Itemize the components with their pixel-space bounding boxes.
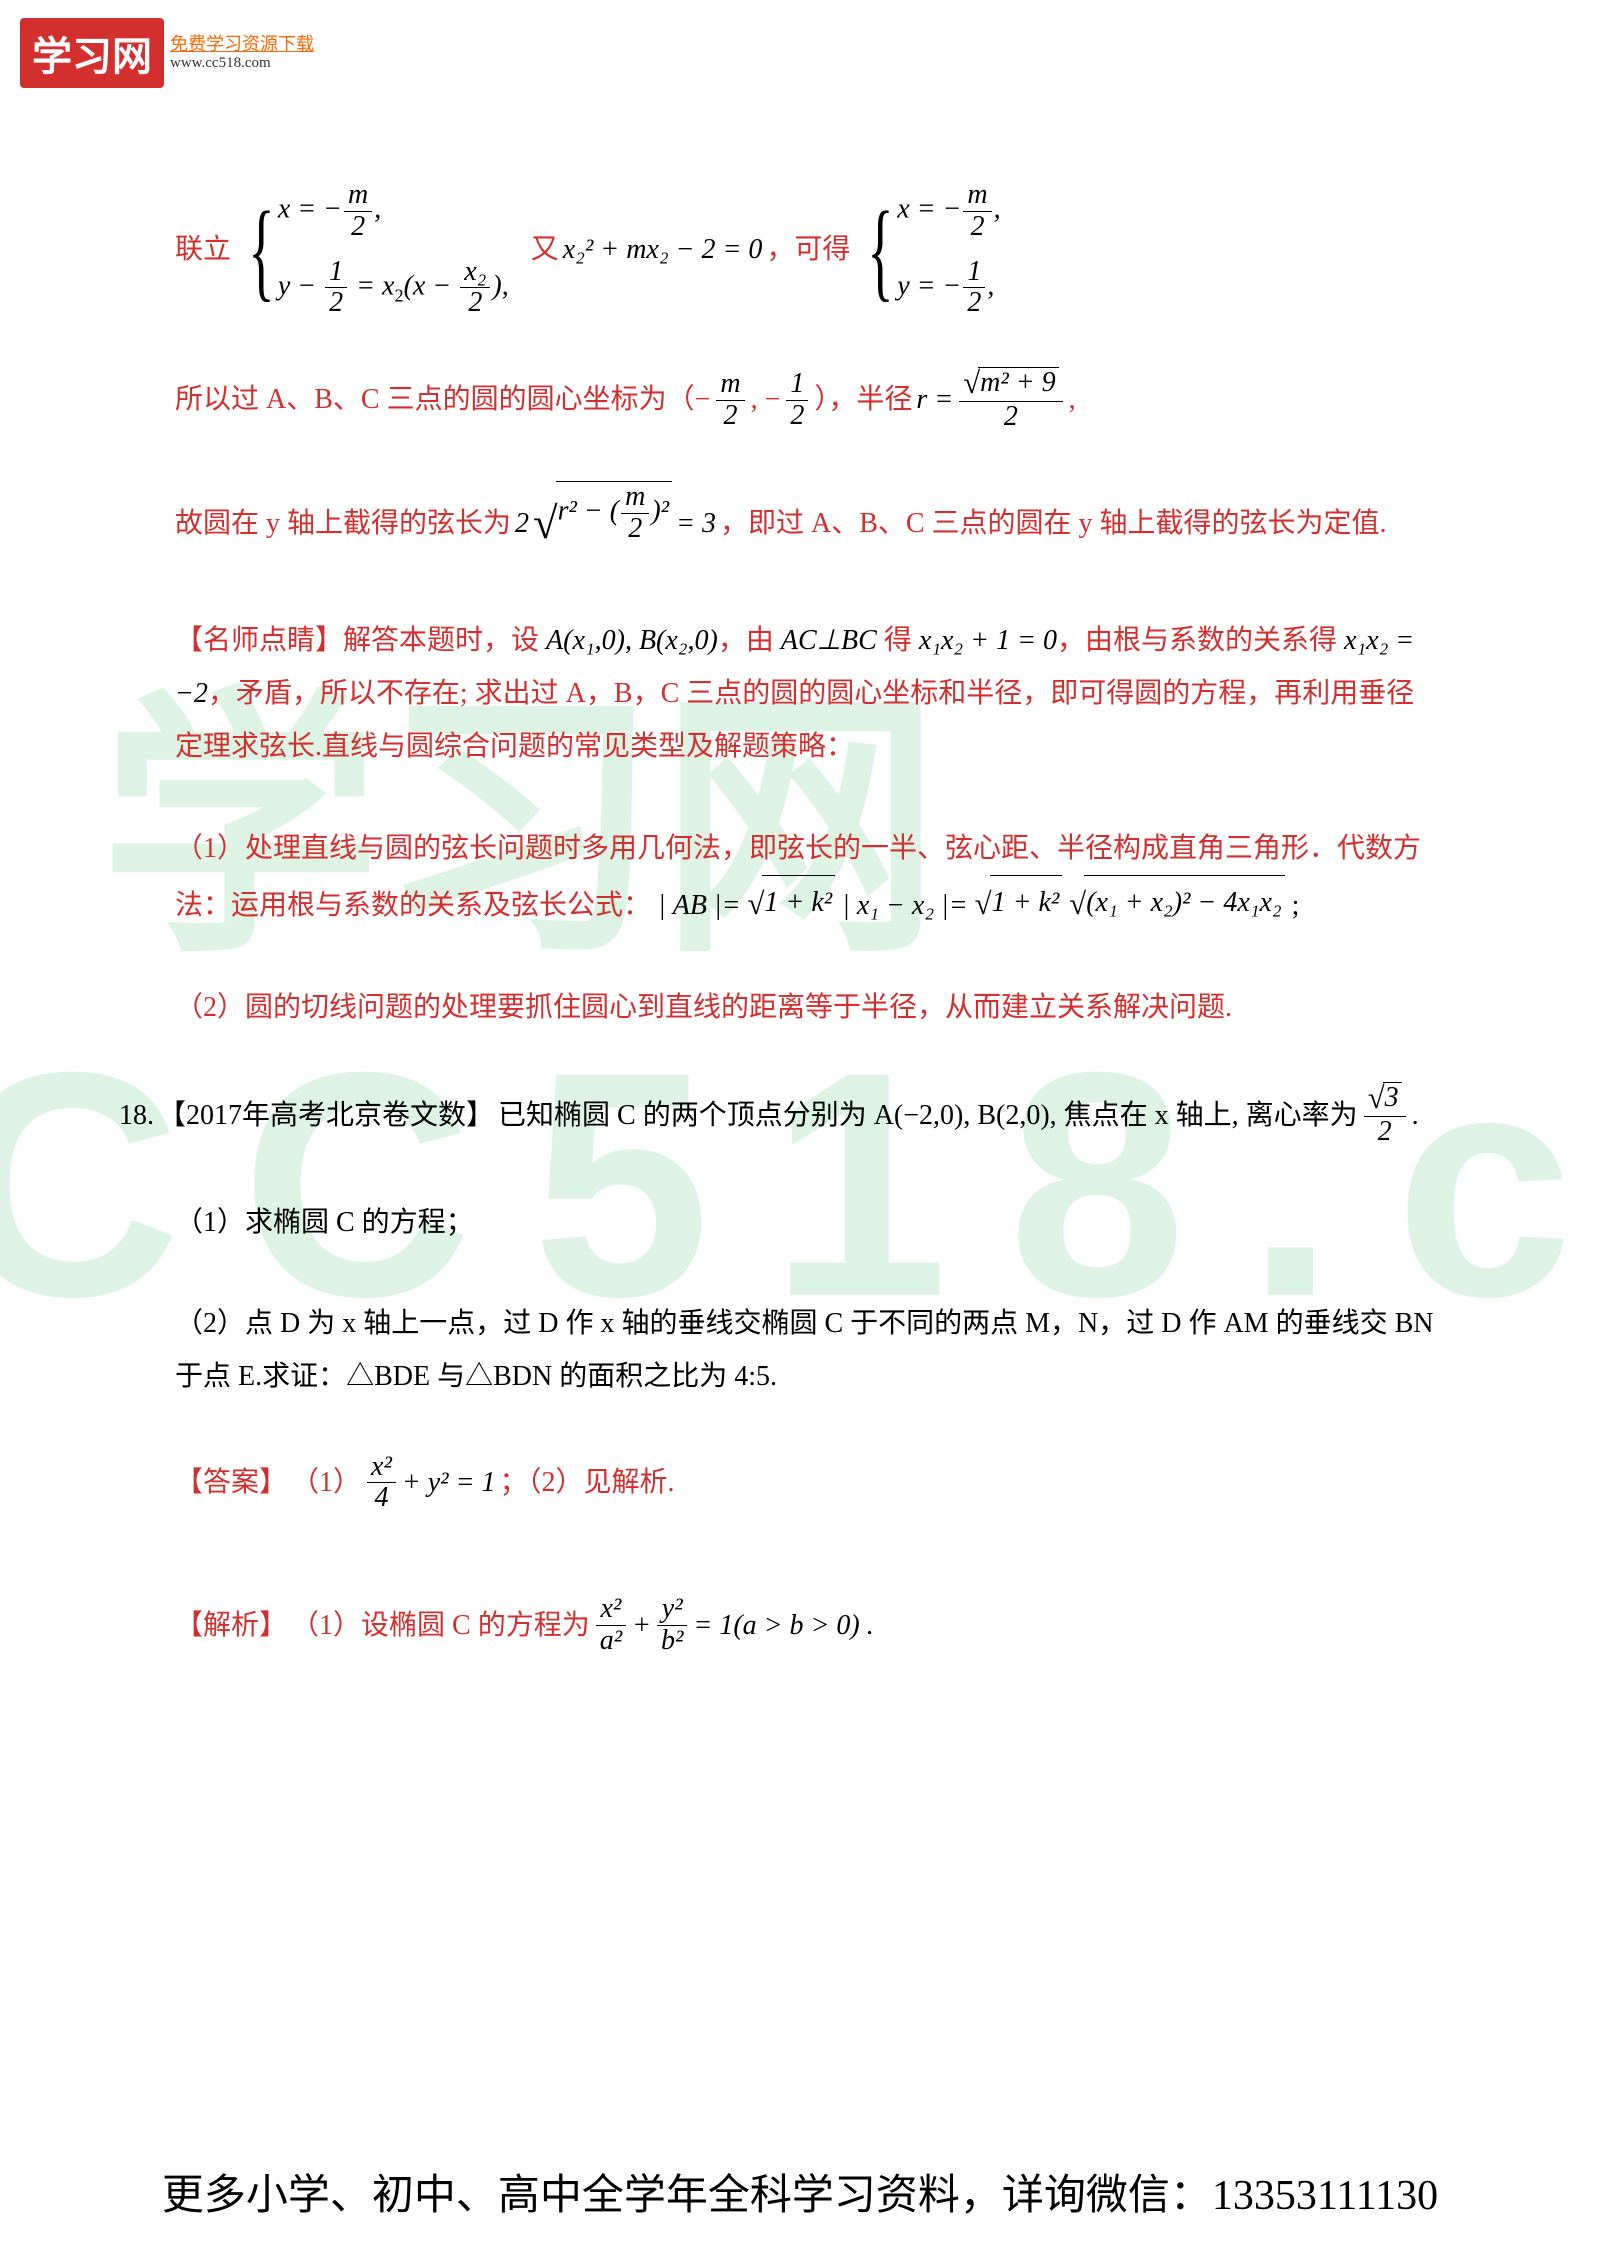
p3-rad-fd: 2	[621, 514, 649, 545]
sys1-r2-f1n: 1	[325, 257, 347, 289]
ans-fd: 4	[367, 1483, 396, 1514]
p2-d: ,	[1069, 373, 1076, 426]
p5-sqrt1: 1 + k²	[762, 875, 835, 929]
ana-a: （1）设椭圆 C 的方程为	[291, 1599, 590, 1652]
sys2-r2-a: y = −	[897, 270, 961, 301]
q18-tail: .	[1412, 1089, 1419, 1142]
para-method-2: （2）圆的切线问题的处理要抓住圆心到直线的距离等于半径，从而建立关系解决问题.	[175, 981, 1435, 1034]
p2-rad-den: 2	[959, 402, 1062, 433]
ana-label: 【解析】	[175, 1599, 287, 1652]
ans-fn: x²	[367, 1452, 396, 1484]
p4-b: ，由	[718, 625, 781, 656]
p4-e: ，矛盾，所以不存在; 求出过 A，B，C 三点的圆的圆心坐标和半径，即可得圆的方…	[175, 678, 1414, 762]
site-logo: 学习网 免费学习资源下载 www.cc518.com	[20, 18, 314, 88]
p3-rad-fn: m	[621, 482, 649, 514]
sys2-r1-den: 2	[963, 212, 991, 243]
ana-f2d: b²	[657, 1626, 687, 1657]
p5-tail: ;	[1285, 890, 1300, 921]
ans-c: ；（2）见解析.	[499, 1456, 674, 1509]
sys1-r1-tail: ,	[374, 194, 381, 225]
ana-f1n: x²	[596, 1594, 626, 1626]
sys1-r1-den: 2	[344, 212, 372, 243]
p2-f2n: 1	[786, 369, 808, 401]
label-lianli: 联立	[175, 223, 231, 276]
q18-src: 【2017年高考北京卷文数】	[158, 1089, 494, 1142]
sys1-r2-d: ),	[492, 270, 508, 301]
p5-sqrt2: 1 + k²	[990, 875, 1063, 929]
ana-b: = 1(a > b > 0) .	[693, 1599, 873, 1652]
para-chord: 故圆在 y 轴上截得的弦长为 2 √ r² − (m2)² = 3 ，即过 A、…	[175, 481, 1435, 566]
p4-acbc: AC⊥BC	[781, 625, 877, 656]
sys1-r2-f2d: 2	[460, 288, 490, 319]
sys1-r2-b: = x	[349, 270, 394, 301]
q18-num: 18.	[119, 1089, 154, 1142]
sys2-r2-den: 2	[963, 288, 985, 319]
p2-f1d: 2	[716, 401, 744, 432]
p4-d: ，由根与系数的关系得	[1057, 625, 1337, 656]
p3-rad-a: r² − (	[558, 496, 620, 527]
ans-b: + y² = 1	[402, 1456, 496, 1509]
q18-a: 已知椭圆 C 的两个顶点分别为 A(−2,0), B(2,0), 焦点在 x 轴…	[498, 1089, 1358, 1142]
p3-eq: = 3	[676, 497, 716, 550]
ans-a: （1）	[291, 1456, 361, 1509]
q18-2-a: （2）点 D 为 x 轴上一点，过 D 作 x 轴的垂线交椭圆 C 于不同的两点…	[175, 1308, 1433, 1339]
sys1-r1-a: x = −	[278, 194, 342, 225]
logo-url: www.cc518.com	[170, 55, 314, 72]
q18-2-b: 于点 E.求证：△BDE 与△BDN 的面积之比为 4:5.	[175, 1361, 777, 1392]
para-teacher-note: 【名师点睛】解答本题时，设 A(x₁,0), B(x₂,0)，由 AC⊥BC 得…	[175, 614, 1435, 774]
p3-a: 故圆在 y 轴上截得的弦长为	[175, 497, 511, 550]
mid-expr: x₂² + mx₂ − 2 = 0	[563, 223, 763, 276]
para-analysis: 【解析】 （1）设椭圆 C 的方程为 x²a² + y²b² = 1(a > b…	[175, 1594, 1435, 1657]
p2-f1n: m	[716, 369, 744, 401]
para-system: 联立 { x = −m2, y − 12 = x2(x − x₂2), 又 x₂…	[175, 180, 1435, 319]
ana-f1d: a²	[596, 1626, 626, 1657]
sys2-r1-num: m	[963, 180, 991, 212]
q18-part2: （2）点 D 为 x 轴上一点，过 D 作 x 轴的垂线交椭圆 C 于不同的两点…	[175, 1297, 1435, 1403]
logo-main: 学习网	[20, 18, 164, 88]
para-method-1: （1）处理直线与圆的弦长问题时多用几何法，即弦长的一半、弦心距、半径构成直角三角…	[175, 822, 1435, 934]
p5-fb: | x₁ − x₂ |=	[835, 890, 975, 921]
sys1-r2-f1d: 2	[325, 288, 347, 319]
footer-text: 更多小学、初中、高中全学年全科学习资料，详询微信：13353111130	[0, 2161, 1600, 2222]
ans-label: 【答案】	[175, 1456, 287, 1509]
sys1-r1-num: m	[344, 180, 372, 212]
p3-two: 2	[515, 497, 529, 550]
sys2-r1-a: x = −	[897, 194, 961, 225]
p5-fa: | AB |=	[658, 890, 748, 921]
p2-f2d: 2	[786, 401, 808, 432]
p3-b: ，即过 A、B、C 三点的圆在 y 轴上截得的弦长为定值.	[720, 497, 1387, 550]
p2-c: ），半径	[814, 373, 912, 426]
p5-sqrt3: (x₁ + x₂)² − 4x₁x₂	[1084, 875, 1284, 929]
label-you: 又	[531, 223, 559, 276]
label-kede: ，可得	[766, 223, 850, 276]
sys1-r2-sub: 2	[394, 285, 403, 305]
document-body: 联立 { x = −m2, y − 12 = x2(x − x₂2), 又 x₂…	[175, 180, 1435, 1705]
sys1-r2-c: (x −	[404, 270, 459, 301]
sys2-r2-num: 1	[963, 257, 985, 289]
p2-a: 所以过 A、B、C 三点的圆的圆心坐标为（−	[175, 373, 710, 426]
para-answer: 【答案】 （1） x²4 + y² = 1 ；（2）见解析.	[175, 1452, 1435, 1515]
p4-ab: A(x₁,0), B(x₂,0)	[546, 625, 718, 656]
p4-c: 得	[877, 625, 919, 656]
p3-rad-b: )²	[651, 496, 669, 527]
para-center-radius: 所以过 A、B、C 三点的圆的圆心坐标为（− m2 , − 12 ），半径 r …	[175, 367, 1435, 433]
sys1-r2-f2n: x₂	[460, 257, 490, 289]
question-18: 18.【2017年高考北京卷文数】已知椭圆 C 的两个顶点分别为 A(−2,0)…	[119, 1082, 1435, 1148]
q18-fracn: 3	[1383, 1082, 1402, 1114]
q18-fracd: 2	[1364, 1117, 1406, 1148]
p4-label: 【名师点睛】	[175, 625, 343, 656]
p2-b: , −	[751, 373, 781, 426]
logo-tagline: 免费学习资源下载	[170, 35, 314, 55]
ana-plus: +	[632, 1599, 651, 1652]
sys2-r2-tail: ,	[987, 270, 994, 301]
ana-f2n: y²	[657, 1594, 687, 1626]
p2-req: r =	[916, 373, 953, 426]
sys2-r1-tail: ,	[994, 194, 1001, 225]
p2-rad-num: m² + 9	[978, 367, 1059, 399]
sys1-r2-a: y −	[278, 270, 323, 301]
p4-a: 解答本题时，设	[343, 625, 546, 656]
q18-part1: （1）求椭圆 C 的方程；	[175, 1196, 1435, 1249]
p4-eq1: x₁x₂ + 1 = 0	[919, 625, 1057, 656]
